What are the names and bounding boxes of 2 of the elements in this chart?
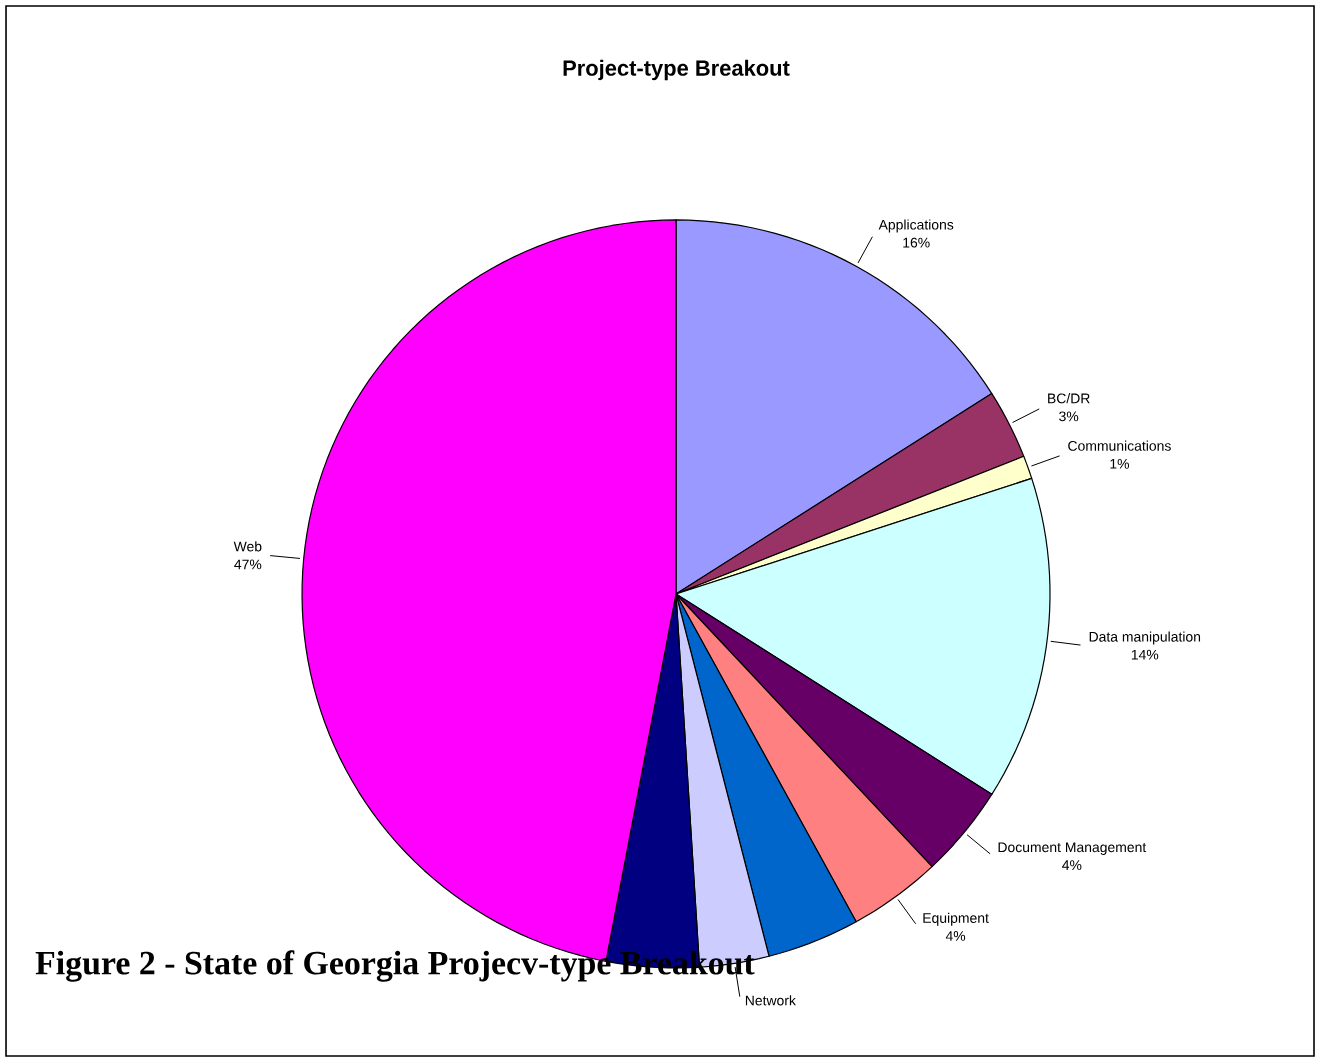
chart-title: Project-type Breakout (563, 59, 790, 81)
caption: Figure 2 - State of Georgia Projecv-type Breakout (35, 950, 755, 982)
